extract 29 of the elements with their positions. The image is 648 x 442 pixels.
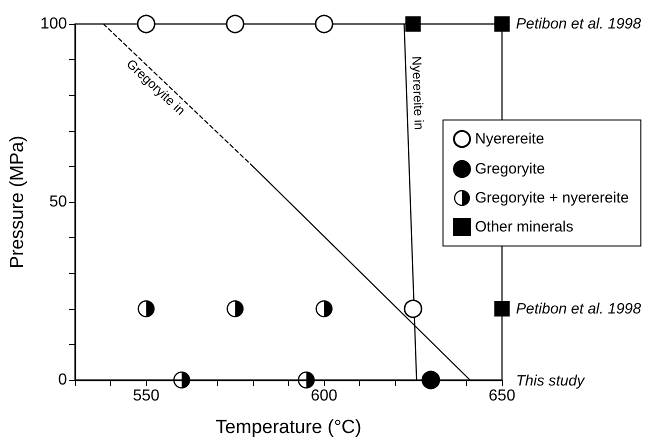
point	[405, 16, 421, 32]
point	[494, 301, 510, 317]
annotation: Petibon et al. 1998	[516, 16, 642, 32]
annotation: Petibon et al. 1998	[516, 300, 642, 318]
point	[422, 370, 440, 390]
point	[226, 14, 244, 34]
point	[316, 300, 333, 318]
x-tick-label: 550	[132, 388, 160, 404]
x-tick-label: 600	[310, 388, 338, 404]
text: This study	[516, 372, 586, 390]
x-tick-label: 650	[488, 388, 516, 404]
y-axis-title: Pressure (MPa)	[7, 135, 28, 269]
point	[314, 14, 334, 34]
point	[138, 300, 155, 318]
y-tick-label: 0	[58, 372, 68, 388]
point	[494, 16, 510, 32]
point	[173, 372, 190, 388]
point	[226, 300, 244, 318]
x-axis-title: Temperature (°C)	[216, 417, 362, 438]
legend-label: Gregoryite + nyerereite	[475, 190, 629, 206]
y-tick-label: 100	[40, 16, 68, 32]
y-tick-label: 50	[49, 194, 68, 210]
point	[136, 14, 156, 34]
point	[404, 300, 422, 318]
legend-label: Other minerals	[475, 218, 574, 236]
legend-label: Gregoryite	[475, 160, 546, 178]
point	[298, 372, 315, 388]
annotation: Nyerereite in	[409, 56, 427, 130]
legend-label: Nyerereite	[475, 130, 544, 148]
